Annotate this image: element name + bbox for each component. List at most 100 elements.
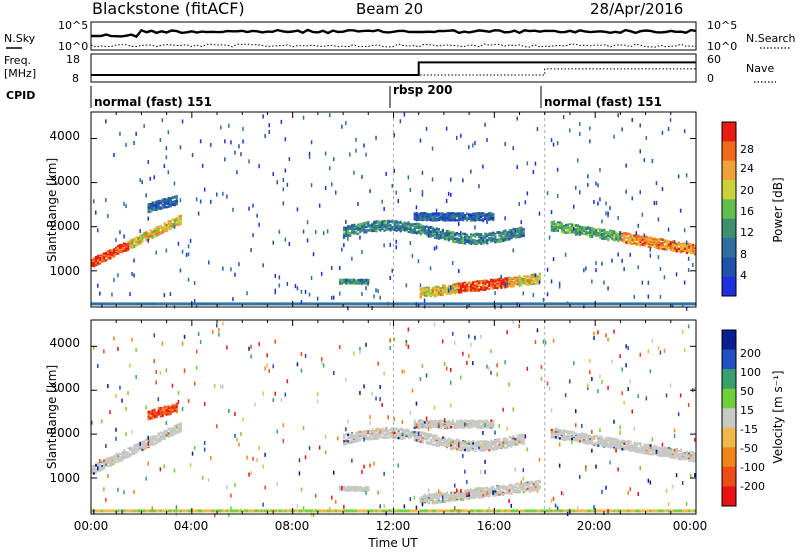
echo-cell [310,302,313,306]
echo-cell [510,302,513,306]
echo-cell [363,302,366,306]
echo-cell [125,451,128,454]
echo-cell [472,216,475,219]
echo-cell [651,240,654,243]
echo-cell [619,302,622,306]
echo-cell [324,302,327,306]
echo-cell [492,287,495,290]
echo-cell [562,231,565,234]
echo-cell [415,302,418,307]
echo-cell [498,231,501,234]
echo-cell [558,281,561,286]
echo-cell [617,237,620,241]
echo-cell [133,141,135,145]
echo-cell [441,286,444,289]
echo-cell [137,442,140,446]
echo-cell [526,275,529,278]
echo-cell [599,229,602,233]
echo-cell [347,234,350,237]
echo-cell [534,279,537,282]
echo-cell [381,223,384,226]
nave-tick-top: 60 [707,53,721,66]
echo-cell [103,302,106,306]
echo-cell [603,280,605,285]
echo-cell [593,232,596,235]
echo-cell [641,238,644,241]
echo-cell [179,302,182,306]
echo-cell [605,302,608,306]
echo-cell [135,236,138,239]
echo-cell [161,341,164,346]
echo-cell [437,217,440,220]
echo-cell [445,212,448,215]
echo-cell [627,232,630,235]
power-data [91,112,697,311]
echo-cell [113,302,116,306]
echo-cell [639,239,642,242]
echo-cell [450,233,453,237]
echo-cell [159,408,162,411]
echo-cell [117,252,120,255]
echo-cell [149,234,152,237]
echo-cell [335,190,337,195]
echo-cell [171,203,174,206]
echo-cell [395,245,397,250]
power-cbar-tick-12: 12 [740,226,754,239]
echo-cell [345,302,348,306]
echo-cell [474,242,477,245]
echo-cell [139,447,142,450]
echo-cell [575,185,577,190]
echo-cell [484,239,487,242]
echo-cell [375,220,378,223]
echo-cell [587,302,590,306]
echo-cell [506,233,509,236]
echo-cell [351,279,354,282]
echo-cell [282,178,285,182]
echo-cell [468,235,471,239]
echo-cell [105,119,107,124]
echo-cell [490,232,493,235]
echo-cell [629,252,631,257]
freq-panel-frame [90,53,697,83]
echo-cell [458,240,461,243]
echo-cell [431,287,434,290]
station-title: Blackstone (fitACF) [92,0,245,18]
echo-cell [407,226,410,229]
echo-cell [498,302,501,306]
echo-cell [183,370,186,375]
echo-cell [439,231,442,234]
echo-cell [554,227,557,231]
echo-cell [423,302,426,306]
echo-cell [633,242,636,245]
echo-cell [175,199,178,202]
echo-cell [536,127,539,132]
nsky-label: N.Sky [4,32,36,45]
echo-cell [359,302,362,306]
echo-cell [599,167,601,172]
echo-cell [161,231,164,234]
echo-cell [411,224,414,227]
echo-cell [294,284,297,289]
echo-cell [456,219,459,222]
echo-cell [657,255,660,260]
echo-cell [490,240,493,243]
echo-cell [675,246,678,249]
echo-cell [133,240,136,243]
echo-cell [169,509,172,513]
echo-cell [566,301,569,306]
echo-cell [335,302,338,306]
echo-cell [534,273,537,278]
echo-cell [401,222,404,225]
echo-cell [349,282,352,285]
echo-cell [385,223,388,227]
power-cbar-tick-16: 16 [740,205,754,218]
echo-cell [365,226,368,229]
echo-cell [558,223,561,226]
echo-cell [115,460,118,463]
echo-cell [367,222,370,226]
echo-cell [155,206,158,209]
echo-cell [595,181,597,186]
echo-cell [161,407,164,410]
echo-cell [621,127,623,132]
echo-cell [326,302,329,306]
